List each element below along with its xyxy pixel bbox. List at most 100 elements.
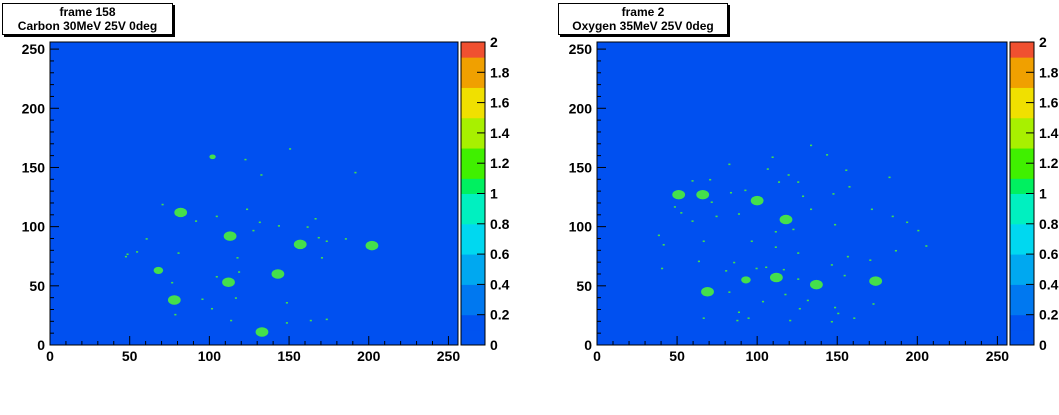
heatmap-hit-pixel <box>736 319 739 322</box>
heatmap-hit-pixel <box>797 278 800 280</box>
color-scale-band <box>461 163 485 179</box>
heatmap-hit-pixel <box>195 220 198 222</box>
heatmap-hit-pixel <box>837 312 840 315</box>
heatmap-hit-pixel <box>136 251 139 253</box>
heatmap-hit-pixel <box>174 313 177 316</box>
color-scale-band <box>461 42 485 58</box>
heatmap-background <box>50 42 458 345</box>
x-tick-label: 200 <box>906 348 930 364</box>
plot-title-line-2: Carbon 30MeV 25V 0deg <box>17 19 158 33</box>
color-scale-label: 0.4 <box>1039 276 1059 292</box>
plot-frame <box>596 41 1008 346</box>
heatmap-hit-pixel <box>784 293 787 296</box>
color-scale-label: 0.6 <box>490 246 510 262</box>
heatmap-hit-pixel <box>766 168 769 170</box>
color-scale-band <box>1010 299 1034 316</box>
plot-frame <box>49 41 459 346</box>
heatmap-cluster <box>869 276 883 286</box>
heatmap-hit-pixel <box>715 215 718 218</box>
heatmap-hit-pixel <box>834 306 837 309</box>
heatmap-cluster <box>750 195 764 206</box>
y-tick-label: 150 <box>22 159 46 175</box>
color-scale-band <box>1010 148 1034 164</box>
heatmap-cluster <box>293 239 307 250</box>
heatmap-hit-pixel <box>124 255 127 258</box>
y-tick-label: 0 <box>37 337 45 353</box>
color-scale-band <box>461 117 485 134</box>
heatmap-hit-pixel <box>774 246 777 248</box>
color-scale-band <box>1010 269 1034 285</box>
heatmap-hit-pixel <box>246 208 249 211</box>
x-tick-label: 100 <box>198 348 222 364</box>
heatmap-hit-pixel <box>702 240 705 243</box>
heatmap-hit-pixel <box>725 270 728 272</box>
x-tick-label: 150 <box>826 348 850 364</box>
heatmap-hit-pixel <box>853 317 856 319</box>
y-tick-label: 250 <box>22 41 46 57</box>
heatmap-cluster <box>365 240 379 251</box>
color-scale-label: 0.6 <box>1039 246 1059 262</box>
heatmap-hit-pixel <box>744 189 747 192</box>
heatmap-hit-pixel <box>285 302 288 304</box>
heatmap-hit-pixel <box>747 317 750 319</box>
heatmap-hit-pixel <box>733 261 736 264</box>
color-scale-band <box>1010 132 1034 149</box>
y-tick-label: 250 <box>569 41 593 57</box>
heatmap-cluster <box>779 214 793 225</box>
heatmap-hit-pixel <box>834 223 837 226</box>
heatmap-hit-pixel <box>797 252 800 254</box>
heatmap-hit-pixel <box>894 249 897 252</box>
color-scale-label: 1.8 <box>1039 64 1059 80</box>
y-tick-label: 100 <box>22 219 46 235</box>
color-scale-label: 1.8 <box>490 64 510 80</box>
color-scale-band <box>461 208 485 225</box>
color-scale-band <box>461 193 485 210</box>
heatmap-hit-pixel <box>870 208 873 211</box>
heatmap-hit-pixel <box>832 193 835 195</box>
color-scale-band <box>461 284 485 301</box>
color-scale-band <box>461 314 485 331</box>
y-tick-label: 150 <box>569 159 593 175</box>
color-scale-band <box>461 87 485 104</box>
heatmap-hit-pixel <box>771 156 774 158</box>
color-scale-band <box>1010 57 1034 73</box>
plot-title-line-1: frame 158 <box>59 5 116 19</box>
color-scale-band <box>1010 87 1034 104</box>
heatmap-cluster <box>672 189 686 200</box>
heatmap-hit-pixel <box>252 229 255 232</box>
color-scale-band <box>461 132 485 149</box>
heatmap-hit-pixel <box>787 174 790 176</box>
heatmap-hit-pixel <box>846 255 849 258</box>
color-scale-band <box>1010 178 1034 194</box>
color-scale-band <box>461 57 485 73</box>
heatmap-hit-pixel <box>774 231 777 233</box>
color-scale-label: 2 <box>490 34 498 50</box>
x-tick-label: 50 <box>122 348 138 364</box>
heatmap-hit-pixel <box>830 264 833 266</box>
heatmap-hit-pixel <box>289 148 292 150</box>
color-scale-band <box>1010 284 1034 301</box>
heatmap-hit-pixel <box>702 317 705 319</box>
x-tick-label: 250 <box>437 348 461 364</box>
color-scale-band <box>461 223 485 240</box>
color-scale-label: 1.6 <box>490 95 510 111</box>
heatmap-hit-pixel <box>697 260 700 263</box>
heatmap-hit-pixel <box>171 281 174 284</box>
heatmap-hit-pixel <box>709 178 712 181</box>
heatmap-hit-pixel <box>285 322 288 324</box>
y-tick-label: 0 <box>584 337 592 353</box>
heatmap-hit-pixel <box>238 271 241 273</box>
heatmap-hit-pixel <box>802 195 805 198</box>
heatmap-hit-pixel <box>126 253 129 256</box>
x-tick-label: 200 <box>357 348 381 364</box>
heatmap-hit-pixel <box>657 234 660 237</box>
heatmap-cluster <box>167 295 181 305</box>
color-scale-band <box>461 102 485 119</box>
heatmap-hit-pixel <box>891 215 894 218</box>
heatmap-cluster <box>810 279 823 290</box>
color-scale-band <box>461 329 485 346</box>
heatmap-hit-pixel <box>830 320 833 323</box>
color-scale-band <box>461 254 485 270</box>
color-scale-band <box>461 148 485 164</box>
heatmap-background <box>597 42 1007 345</box>
